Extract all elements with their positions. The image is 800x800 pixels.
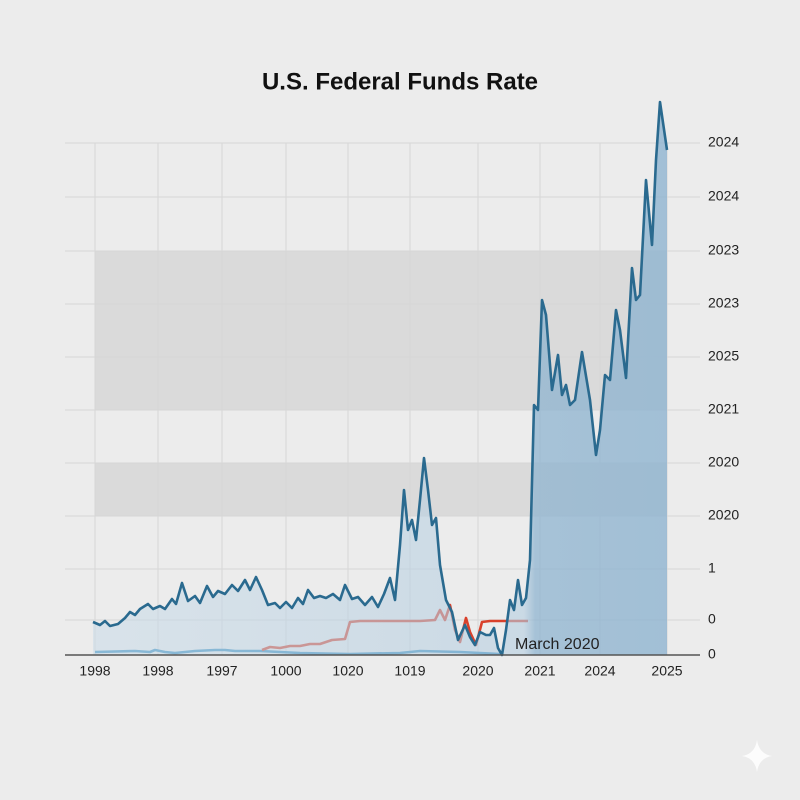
x-tick-label: 2025: [651, 663, 682, 679]
y-tick-label: 2023: [708, 242, 739, 258]
y-tick-label: 2025: [708, 348, 739, 364]
y-tick-label: 2024: [708, 134, 739, 150]
x-tick-label: 1998: [79, 663, 110, 679]
x-tick-label: 1019: [394, 663, 425, 679]
y-tick-label: 2020: [708, 507, 739, 523]
x-tick-label: 2024: [584, 663, 615, 679]
area: [93, 102, 667, 655]
y-tick-label: 2023: [708, 295, 739, 311]
x-tick-label: 1997: [206, 663, 237, 679]
line: [92, 100, 669, 657]
x-tick-label: 1998: [142, 663, 173, 679]
y-tick-label: 2021: [708, 401, 739, 417]
x-tick-label: 1000: [270, 663, 301, 679]
annotation: March 2020: [515, 636, 600, 653]
y-tick-label: 2020: [708, 454, 739, 470]
sparkle-icon: [742, 740, 772, 772]
y-tick-label: 1: [708, 560, 716, 576]
y-tick-label: 0: [708, 611, 716, 627]
chart-title: U.S. Federal Funds Rate: [262, 68, 538, 95]
y-tick-label: 0: [708, 646, 716, 662]
x-tick-label: 2020: [462, 663, 493, 679]
x-tick-label: 2021: [524, 663, 555, 679]
x-tick-label: 1020: [332, 663, 363, 679]
y-tick-label: 2024: [708, 188, 739, 204]
band: [95, 251, 667, 410]
